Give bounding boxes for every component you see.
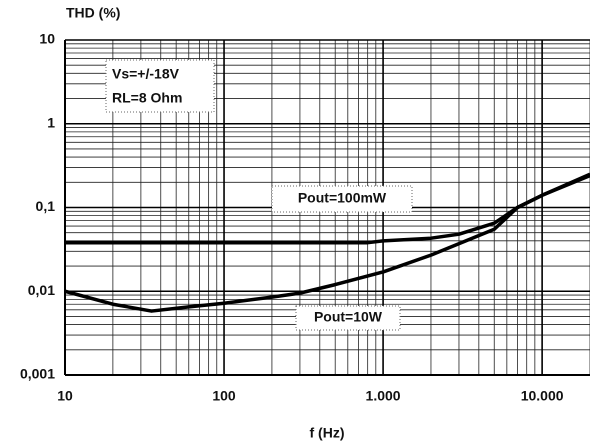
y-axis-label: THD (%) xyxy=(66,5,120,21)
y-tick-label: 0,001 xyxy=(20,366,55,382)
y-tick-label: 1 xyxy=(47,114,55,130)
annotation-box xyxy=(105,59,215,113)
label-box xyxy=(271,185,413,213)
x-tick-label: 10 xyxy=(57,388,73,404)
annotation: RL=8 Ohm xyxy=(112,90,182,106)
x-tick-label: 10.000 xyxy=(521,388,564,404)
x-axis-label: f (Hz) xyxy=(310,425,345,441)
series-label: Pout=100mW xyxy=(298,190,387,206)
series-line xyxy=(64,172,590,313)
y-tick-label: 0,1 xyxy=(36,198,56,214)
series-label: Pout=10W xyxy=(314,309,383,325)
y-tick-label: 0,01 xyxy=(28,282,55,298)
x-tick-label: 1.000 xyxy=(366,388,401,404)
x-tick-label: 100 xyxy=(212,388,236,404)
y-tick-label: 10 xyxy=(39,31,55,47)
label-box xyxy=(295,305,401,331)
annotation: Vs=+/-18V xyxy=(112,66,180,82)
